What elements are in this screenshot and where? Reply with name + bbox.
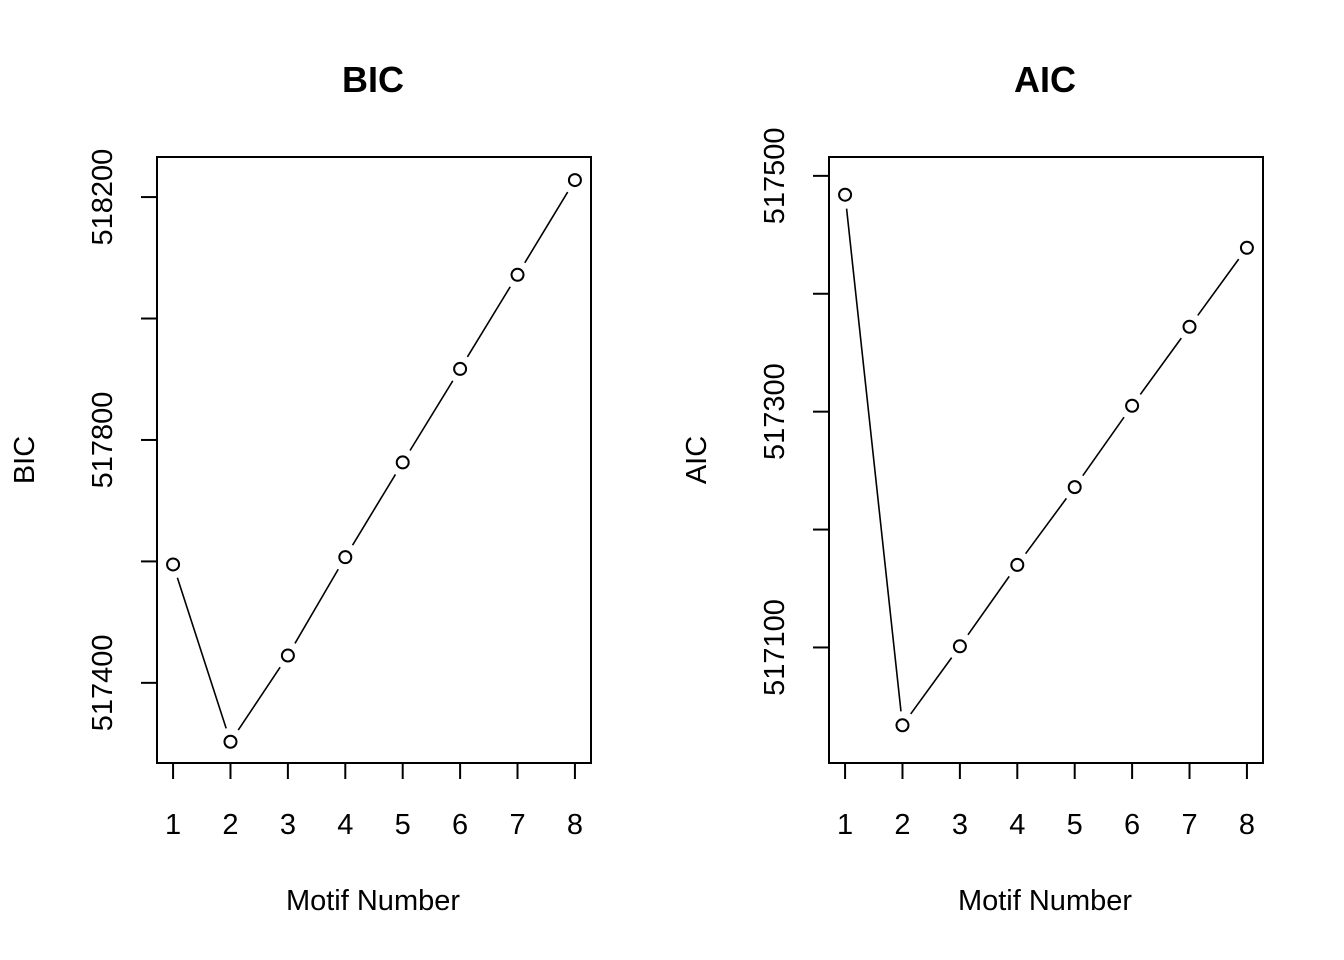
bic-x-tick-label: 5 <box>395 809 411 841</box>
aic-x-tick-label: 5 <box>1067 809 1083 841</box>
bic-line-segment <box>176 577 227 729</box>
aic-line-segment <box>1024 497 1068 555</box>
aic-x-tick-label: 4 <box>1009 809 1025 841</box>
aic-chart-title: AIC <box>1014 59 1076 100</box>
aic-line-segment <box>1082 416 1125 477</box>
bic-line-segment <box>351 473 397 546</box>
bic-series <box>166 173 582 749</box>
aic-x-tick-label: 1 <box>837 809 853 841</box>
bic-data-point <box>223 734 238 749</box>
aic-x-tick-label: 2 <box>894 809 910 841</box>
aic-y-tick-label: 517500 <box>759 127 791 224</box>
aic-line-segment <box>1197 258 1240 316</box>
aic-line-segment <box>1139 337 1182 395</box>
bic-data-point <box>567 173 582 188</box>
bic-panel: BIC 1 2 3 4 5 6 7 8 517400 517800 518200 Motif Nu… <box>9 59 592 917</box>
aic-y-tick-label: 517300 <box>759 363 791 460</box>
aic-y-tick-label: 517100 <box>759 599 791 696</box>
aic-data-point <box>838 187 853 202</box>
bic-x-tick-label: 2 <box>222 809 238 841</box>
aic-x-axis-label: Motif Number <box>958 885 1132 917</box>
aic-x-tick-label: 3 <box>952 809 968 841</box>
aic-x-tick-label: 8 <box>1239 809 1255 841</box>
bic-chart-title: BIC <box>342 59 404 100</box>
bic-x-tick-label: 7 <box>509 809 525 841</box>
aic-x-tick-label: 7 <box>1181 809 1197 841</box>
aic-x-tick-label: 6 <box>1124 809 1140 841</box>
aic-data-point <box>1182 319 1197 334</box>
aic-data-point <box>952 639 967 654</box>
bic-line-segment <box>409 380 454 451</box>
bic-x-tick-label: 1 <box>165 809 181 841</box>
bic-data-point <box>166 557 181 572</box>
aic-data-point <box>1239 240 1254 255</box>
aic-series <box>838 187 1254 733</box>
bic-y-axis-label: BIC <box>9 436 41 484</box>
bic-plot-frame <box>156 156 592 764</box>
aic-data-point <box>1125 398 1140 413</box>
bic-data-point <box>338 550 353 565</box>
bic-line-segment <box>466 286 511 358</box>
bic-line-segment <box>524 191 569 264</box>
bic-x-tick-label: 6 <box>452 809 468 841</box>
aic-x-ticks: 1 2 3 4 5 6 7 8 <box>837 763 1255 841</box>
aic-y-axis-label: AIC <box>681 436 713 484</box>
bic-data-point <box>510 267 525 282</box>
bic-y-tick-label: 517400 <box>87 634 119 731</box>
bic-data-point <box>280 648 295 663</box>
bic-y-tick-label: 518200 <box>87 149 119 246</box>
aic-line-segment <box>910 657 953 715</box>
bic-x-tick-label: 8 <box>567 809 583 841</box>
bic-x-tick-label: 3 <box>280 809 296 841</box>
bic-x-ticks: 1 2 3 4 5 6 7 8 <box>165 763 583 841</box>
bic-data-point <box>453 361 468 376</box>
bic-line-segment <box>294 568 339 644</box>
aic-panel: AIC 1 2 3 4 5 6 7 8 517100 517300 517500 Motif Nu… <box>681 59 1264 917</box>
aic-data-point <box>895 718 910 733</box>
bic-y-tick-label: 517800 <box>87 392 119 489</box>
aic-y-ticks: 517100 517300 517500 <box>759 127 829 696</box>
aic-data-point <box>1067 480 1082 495</box>
aic-plot-frame <box>828 156 1264 764</box>
bic-data-point <box>395 455 410 470</box>
bic-line-segment <box>237 666 281 731</box>
aic-line-segment <box>845 208 902 712</box>
bic-y-ticks: 517400 517800 518200 <box>87 149 157 731</box>
aic-line-segment <box>967 575 1010 636</box>
bic-x-tick-label: 4 <box>337 809 353 841</box>
bic-x-axis-label: Motif Number <box>286 885 460 917</box>
aic-data-point <box>1010 557 1025 572</box>
